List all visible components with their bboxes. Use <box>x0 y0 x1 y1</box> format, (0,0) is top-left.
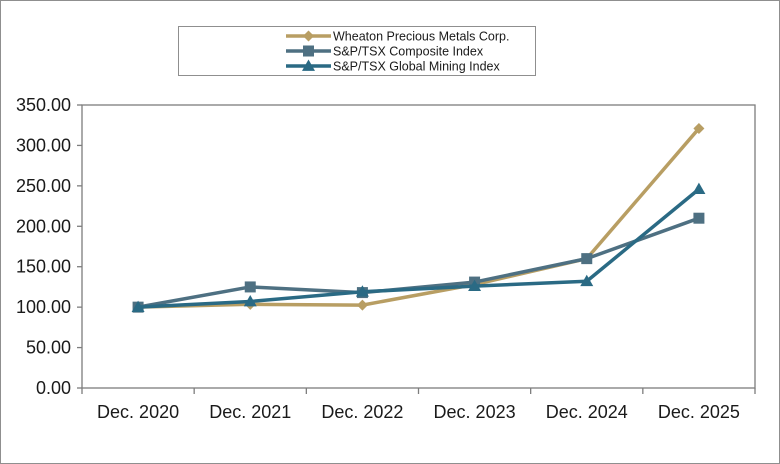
x-tick-label: Dec. 2024 <box>546 402 628 422</box>
data-point <box>693 122 705 134</box>
data-point <box>580 274 594 287</box>
x-tick-label: Dec. 2025 <box>658 402 740 422</box>
series-line <box>137 187 701 309</box>
y-tick-label: 350.00 <box>16 95 71 115</box>
y-tick-label: 250.00 <box>16 176 71 196</box>
data-point <box>581 253 593 265</box>
legend-box <box>178 26 536 76</box>
legend-marker <box>302 59 315 71</box>
series-3 <box>131 182 706 313</box>
x-tick-label: Dec. 2023 <box>434 402 516 422</box>
y-tick-label: 100.00 <box>16 297 71 317</box>
series-layer <box>131 122 706 313</box>
x-axis-ticks: Dec. 2020 Dec. 2021 Dec. 2022 Dec. 2023 Dec.… <box>81 388 756 422</box>
data-point <box>355 285 369 297</box>
series-line <box>138 127 701 309</box>
data-point <box>243 294 257 307</box>
x-tick-label: Dec. 2022 <box>321 402 403 422</box>
y-tick-label: 0.00 <box>36 378 71 398</box>
y-tick-label: 200.00 <box>16 216 71 236</box>
legend-label: Wheaton Precious Metals Corp. <box>333 30 509 44</box>
legend-label: S&P/TSX Composite Index <box>333 45 484 59</box>
legend-item: S&P/TSX Composite Index <box>286 45 484 59</box>
y-tick-label: 300.00 <box>16 135 71 155</box>
y-axis-ticks: 0.00 50.00 100.00 150.00 200.00 250.00 300.00 3… <box>16 95 82 398</box>
x-tick-label: Dec. 2021 <box>209 402 291 422</box>
y-tick-label: 50.00 <box>26 338 71 358</box>
data-point <box>692 182 706 194</box>
data-point <box>131 300 145 313</box>
legend-item: S&P/TSX Global Mining Index <box>286 59 500 74</box>
data-point <box>244 281 256 293</box>
data-point <box>468 279 482 291</box>
data-point <box>356 299 368 311</box>
legend-label: S&P/TSX Global Mining Index <box>333 60 500 74</box>
legend: Wheaton Precious Metals Corp.S&P/TSX Com… <box>178 26 536 76</box>
y-tick-label: 150.00 <box>16 257 71 277</box>
x-tick-label: Dec. 2020 <box>97 402 179 422</box>
legend-marker <box>303 45 314 57</box>
data-point <box>693 212 705 224</box>
legend-marker <box>303 30 314 42</box>
legend-item: Wheaton Precious Metals Corp. <box>286 30 509 44</box>
